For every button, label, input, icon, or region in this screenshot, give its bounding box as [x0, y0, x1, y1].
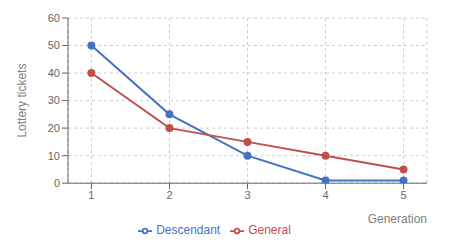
- svg-text:0: 0: [54, 177, 60, 189]
- svg-text:3: 3: [244, 189, 250, 201]
- svg-text:30: 30: [48, 94, 60, 106]
- html-text:General: General: [248, 223, 291, 238]
- svg-text:2: 2: [166, 189, 172, 201]
- svg-text:60: 60: [48, 12, 60, 24]
- svg-text:Generation: Generation: [368, 212, 427, 226]
- svg-text:4: 4: [322, 189, 328, 201]
- svg-text:50: 50: [48, 39, 60, 51]
- svg-text:Lottery tickets: Lottery tickets: [15, 64, 29, 138]
- html-text:Descendant: Descendant: [156, 223, 221, 238]
- svg-text:10: 10: [48, 150, 60, 162]
- svg-text:1: 1: [88, 189, 94, 201]
- svg-text:20: 20: [48, 122, 60, 134]
- svg-text:40: 40: [48, 67, 60, 79]
- svg-text:5: 5: [401, 189, 407, 201]
